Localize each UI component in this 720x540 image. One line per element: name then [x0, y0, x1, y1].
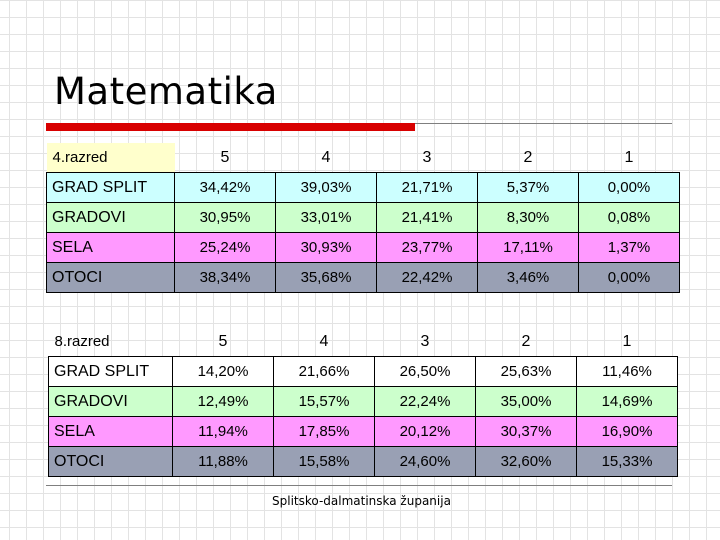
footer-text: Splitsko-dalmatinska županija: [272, 494, 451, 508]
grade4-results-table: 4.razred 5 4 3 2 1 GRAD SPLIT 34,42% 39,…: [46, 143, 680, 293]
table-cell: 3,46%: [477, 262, 579, 293]
table-cell: 0,00%: [578, 172, 680, 203]
table-header-row: 8.razred 5 4 3 2 1: [49, 327, 678, 357]
row-label-otoci: OTOCI: [48, 446, 173, 477]
table-cell: 30,93%: [275, 232, 377, 263]
title-accent-bar: [46, 123, 415, 131]
table-cell: 8,30%: [477, 202, 579, 233]
table-row: GRADOVI 12,49% 15,57% 22,24% 35,00% 14,6…: [48, 386, 678, 417]
grade-header-3: 3: [420, 332, 430, 350]
grade-header-3: 3: [422, 148, 432, 166]
grade8-results-table: 8.razred 5 4 3 2 1 GRAD SPLIT 14,20% 21,…: [48, 327, 678, 477]
table-cell: 16,90%: [576, 416, 678, 447]
grade-header-4: 4: [321, 148, 331, 166]
table-cell: 17,85%: [273, 416, 375, 447]
table-cell: 11,88%: [172, 446, 274, 477]
table-cell: 21,41%: [376, 202, 478, 233]
table-row: GRAD SPLIT 34,42% 39,03% 21,71% 5,37% 0,…: [46, 172, 680, 203]
table-cell: 15,33%: [576, 446, 678, 477]
footer-divider: [46, 485, 672, 486]
table-row: GRAD SPLIT 14,20% 21,66% 26,50% 25,63% 1…: [48, 356, 678, 387]
table-cell: 35,68%: [275, 262, 377, 293]
grade4-label: 4.razred: [46, 143, 175, 173]
table-cell: 34,42%: [174, 172, 276, 203]
row-label-grad-split: GRAD SPLIT: [48, 356, 173, 387]
table-cell: 22,42%: [376, 262, 478, 293]
table-cell: 0,00%: [578, 262, 680, 293]
table-cell: 1,37%: [578, 232, 680, 263]
table-row: SELA 25,24% 30,93% 23,77% 17,11% 1,37%: [46, 232, 680, 263]
grade-header-2: 2: [521, 332, 531, 350]
table-cell: 15,57%: [273, 386, 375, 417]
slide-title: Matematika: [54, 70, 278, 113]
table-cell: 25,63%: [475, 356, 577, 387]
table-cell: 26,50%: [374, 356, 476, 387]
row-label-sela: SELA: [46, 232, 175, 263]
table-cell: 20,12%: [374, 416, 476, 447]
table-cell: 17,11%: [477, 232, 579, 263]
table-cell: 21,66%: [273, 356, 375, 387]
row-label-otoci: OTOCI: [46, 262, 175, 293]
table-cell: 38,34%: [174, 262, 276, 293]
table-cell: 14,20%: [172, 356, 274, 387]
table-cell: 5,37%: [477, 172, 579, 203]
table-cell: 21,71%: [376, 172, 478, 203]
table-cell: 15,58%: [273, 446, 375, 477]
grade-header-5: 5: [218, 332, 228, 350]
table-cell: 12,49%: [172, 386, 274, 417]
row-label-gradovi: GRADOVI: [48, 386, 173, 417]
table-row: OTOCI 11,88% 15,58% 24,60% 32,60% 15,33%: [48, 446, 678, 477]
row-label-gradovi: GRADOVI: [46, 202, 175, 233]
table-cell: 32,60%: [475, 446, 577, 477]
grade8-label: 8.razred: [54, 333, 110, 350]
table-cell: 33,01%: [275, 202, 377, 233]
table-cell: 24,60%: [374, 446, 476, 477]
table-row: SELA 11,94% 17,85% 20,12% 30,37% 16,90%: [48, 416, 678, 447]
table-cell: 25,24%: [174, 232, 276, 263]
table-cell: 23,77%: [376, 232, 478, 263]
table-cell: 30,95%: [174, 202, 276, 233]
grade-header-5: 5: [220, 148, 230, 166]
grade-header-2: 2: [523, 148, 533, 166]
row-label-sela: SELA: [48, 416, 173, 447]
table-cell: 35,00%: [475, 386, 577, 417]
row-label-grad-split: GRAD SPLIT: [46, 172, 175, 203]
table-cell: 30,37%: [475, 416, 577, 447]
grade-header-4: 4: [319, 332, 329, 350]
table-row: GRADOVI 30,95% 33,01% 21,41% 8,30% 0,08%: [46, 202, 680, 233]
table-cell: 0,08%: [578, 202, 680, 233]
table-cell: 11,94%: [172, 416, 274, 447]
table-cell: 39,03%: [275, 172, 377, 203]
table-row: OTOCI 38,34% 35,68% 22,42% 3,46% 0,00%: [46, 262, 680, 293]
grade-header-1: 1: [624, 148, 634, 166]
grade-header-1: 1: [622, 332, 632, 350]
table-cell: 22,24%: [374, 386, 476, 417]
table-cell: 11,46%: [576, 356, 678, 387]
table-header-row: 4.razred 5 4 3 2 1: [46, 143, 680, 173]
table-cell: 14,69%: [576, 386, 678, 417]
